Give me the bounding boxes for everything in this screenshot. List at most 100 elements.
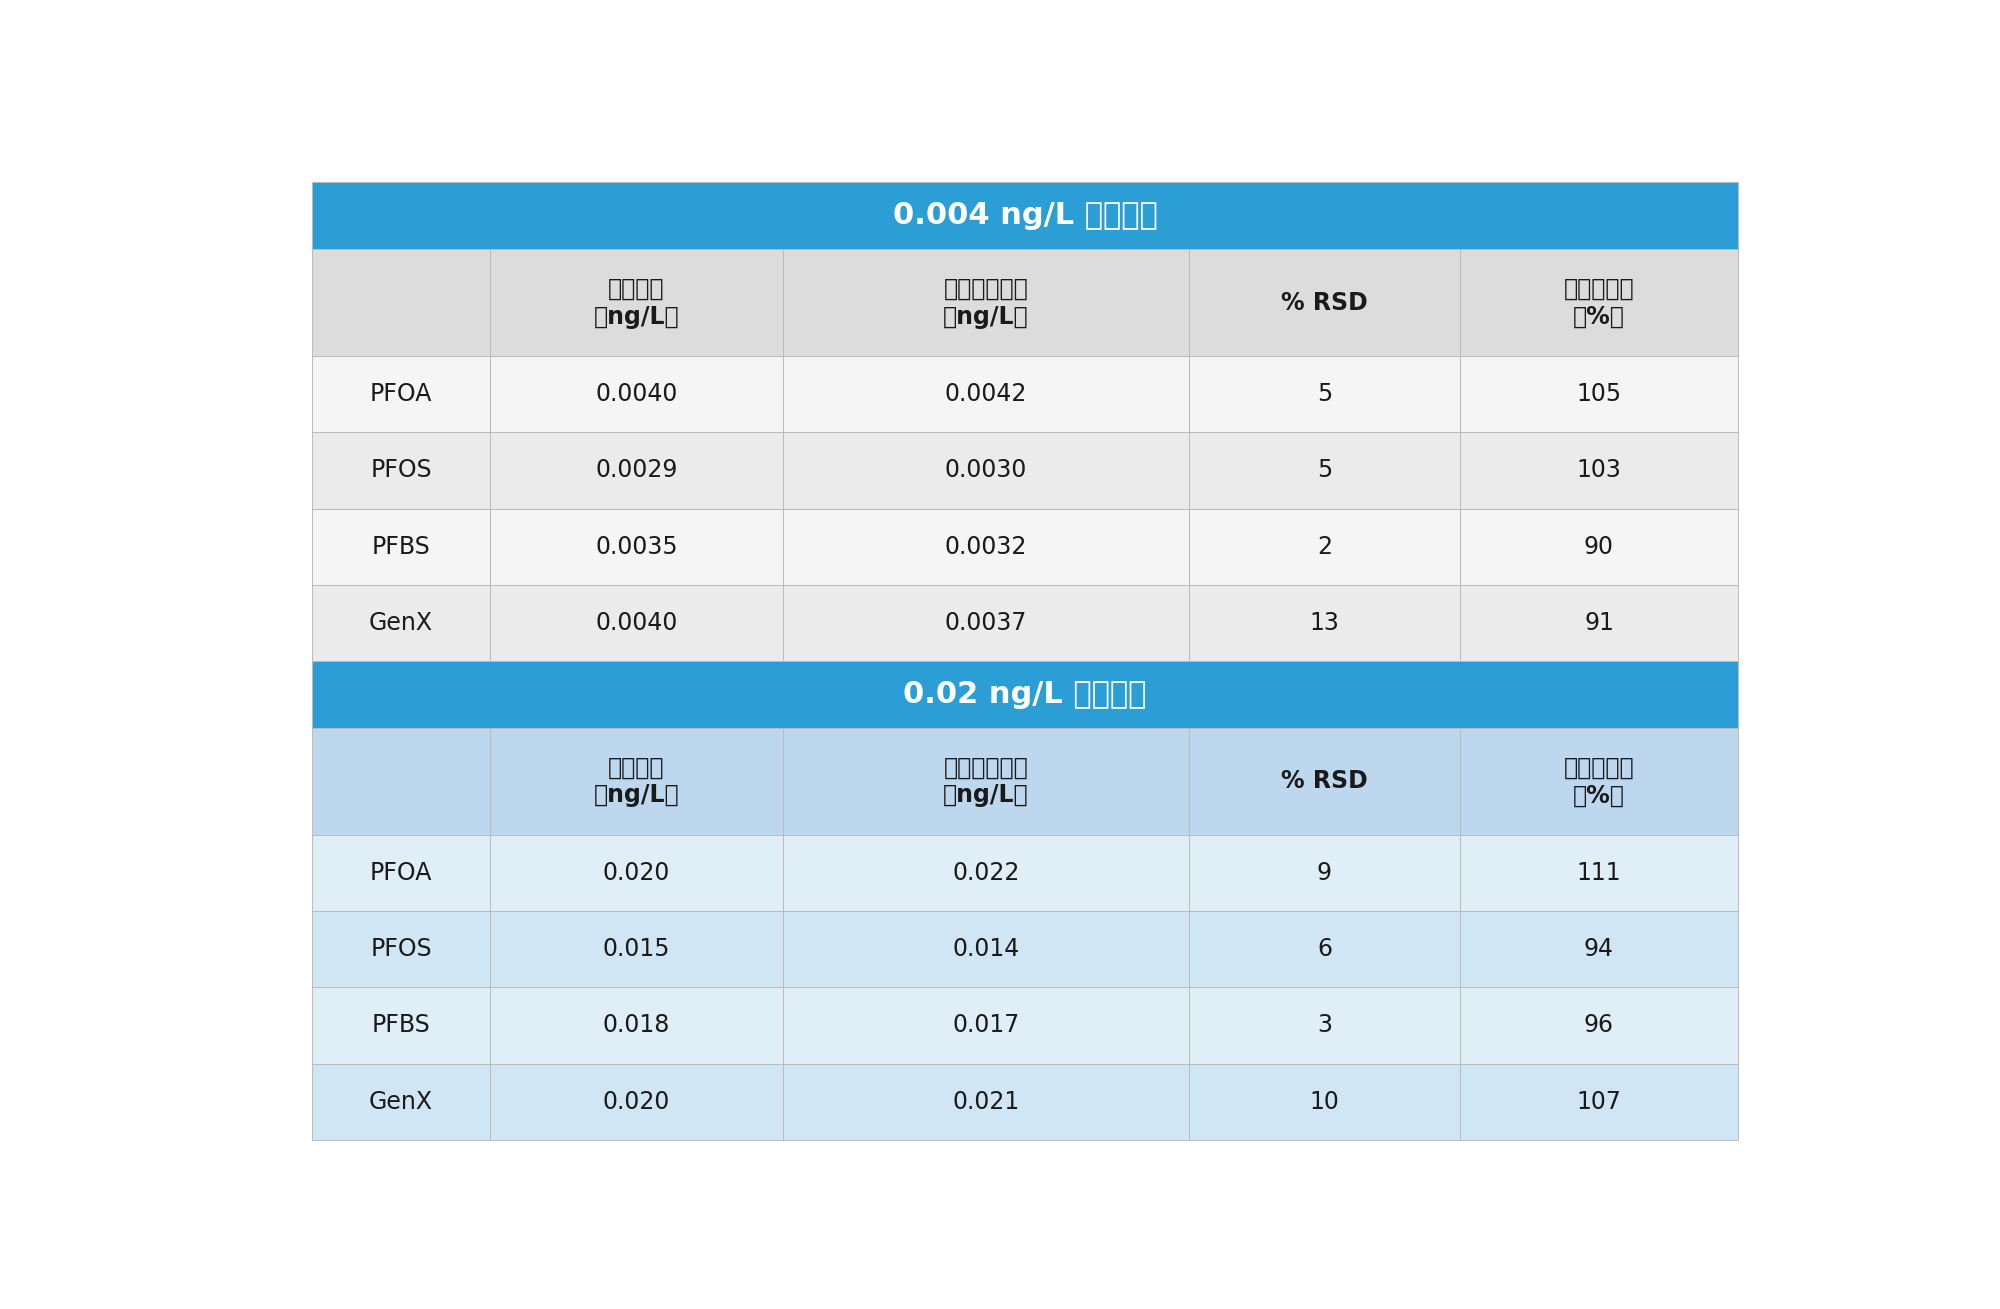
Text: 0.0040: 0.0040 — [596, 382, 678, 406]
Text: PFOS: PFOS — [370, 458, 432, 483]
Text: 予想濃度
（ng/L）: 予想濃度 （ng/L） — [594, 755, 680, 808]
Text: 0.0032: 0.0032 — [944, 534, 1026, 559]
Text: PFBS: PFBS — [372, 534, 430, 559]
Text: 5: 5 — [1316, 382, 1332, 406]
Text: 105: 105 — [1576, 382, 1622, 406]
Bar — [490, 1064, 782, 1140]
Bar — [782, 509, 1188, 585]
Text: 0.020: 0.020 — [602, 861, 670, 885]
Text: 0.014: 0.014 — [952, 937, 1020, 961]
Text: 94: 94 — [1584, 937, 1614, 961]
Text: 0.015: 0.015 — [602, 937, 670, 961]
Text: PFOA: PFOA — [370, 382, 432, 406]
Bar — [312, 356, 490, 432]
Bar — [490, 585, 782, 661]
Bar — [490, 911, 782, 987]
Bar — [312, 911, 490, 987]
Bar — [782, 356, 1188, 432]
Bar — [490, 509, 782, 585]
Bar — [1460, 509, 1738, 585]
Bar — [490, 987, 782, 1064]
Bar — [1460, 356, 1738, 432]
Text: 0.018: 0.018 — [602, 1013, 670, 1038]
Bar — [1188, 987, 1460, 1064]
Bar — [782, 1064, 1188, 1140]
Bar — [782, 987, 1188, 1064]
Text: % RSD: % RSD — [1282, 770, 1368, 793]
Text: 10: 10 — [1310, 1089, 1340, 1114]
Text: 6: 6 — [1316, 937, 1332, 961]
Text: 0.0042: 0.0042 — [944, 382, 1026, 406]
Text: PFOA: PFOA — [370, 861, 432, 885]
Bar — [312, 661, 1738, 728]
Bar — [1460, 249, 1738, 356]
Text: 91: 91 — [1584, 611, 1614, 635]
Text: 平均回収率
（%）: 平均回収率 （%） — [1564, 755, 1634, 808]
Bar — [490, 432, 782, 509]
Bar — [1460, 911, 1738, 987]
Text: GenX: GenX — [370, 1089, 434, 1114]
Bar — [312, 509, 490, 585]
Bar — [782, 585, 1188, 661]
Bar — [312, 585, 490, 661]
Bar — [312, 728, 490, 835]
Bar — [1188, 911, 1460, 987]
Text: 3: 3 — [1316, 1013, 1332, 1038]
Text: 5: 5 — [1316, 458, 1332, 483]
Text: 平均回収率
（%）: 平均回収率 （%） — [1564, 276, 1634, 329]
Text: 平均計算濃度
（ng/L）: 平均計算濃度 （ng/L） — [942, 276, 1028, 329]
Text: 2: 2 — [1316, 534, 1332, 559]
Text: 予想濃度
（ng/L）: 予想濃度 （ng/L） — [594, 276, 680, 329]
Bar — [312, 432, 490, 509]
Bar — [782, 911, 1188, 987]
Bar — [782, 728, 1188, 835]
Bar — [490, 249, 782, 356]
Text: GenX: GenX — [370, 611, 434, 635]
Text: 0.0029: 0.0029 — [596, 458, 678, 483]
Text: 0.02 ng/L スパイク: 0.02 ng/L スパイク — [904, 679, 1146, 709]
Text: 9: 9 — [1316, 861, 1332, 885]
Text: 0.022: 0.022 — [952, 861, 1020, 885]
Bar — [1460, 585, 1738, 661]
Bar — [1460, 987, 1738, 1064]
Bar — [490, 728, 782, 835]
Bar — [782, 249, 1188, 356]
Bar — [1188, 249, 1460, 356]
Bar — [782, 432, 1188, 509]
Text: 0.004 ng/L スパイク: 0.004 ng/L スパイク — [892, 202, 1158, 230]
Bar — [1460, 835, 1738, 911]
Bar — [782, 835, 1188, 911]
Text: 0.020: 0.020 — [602, 1089, 670, 1114]
Bar — [312, 835, 490, 911]
Bar — [1460, 432, 1738, 509]
Text: 0.0037: 0.0037 — [944, 611, 1026, 635]
Text: 0.0035: 0.0035 — [596, 534, 678, 559]
Text: 111: 111 — [1576, 861, 1622, 885]
Text: 平均計算濃度
（ng/L）: 平均計算濃度 （ng/L） — [942, 755, 1028, 808]
Text: 90: 90 — [1584, 534, 1614, 559]
Bar — [1460, 728, 1738, 835]
Bar — [490, 835, 782, 911]
Text: % RSD: % RSD — [1282, 291, 1368, 314]
Bar — [1188, 585, 1460, 661]
Text: PFOS: PFOS — [370, 937, 432, 961]
Text: 103: 103 — [1576, 458, 1622, 483]
Text: 13: 13 — [1310, 611, 1340, 635]
Text: 0.021: 0.021 — [952, 1089, 1020, 1114]
Text: 0.0040: 0.0040 — [596, 611, 678, 635]
Text: 0.0030: 0.0030 — [944, 458, 1026, 483]
Text: 96: 96 — [1584, 1013, 1614, 1038]
Bar — [1188, 432, 1460, 509]
Bar — [1460, 1064, 1738, 1140]
Bar — [490, 356, 782, 432]
Bar — [1188, 835, 1460, 911]
Bar — [1188, 728, 1460, 835]
Bar — [1188, 1064, 1460, 1140]
Bar — [1188, 509, 1460, 585]
Bar — [312, 1064, 490, 1140]
Bar — [312, 182, 1738, 249]
Text: 107: 107 — [1576, 1089, 1622, 1114]
Bar — [312, 987, 490, 1064]
Bar — [312, 249, 490, 356]
Text: PFBS: PFBS — [372, 1013, 430, 1038]
